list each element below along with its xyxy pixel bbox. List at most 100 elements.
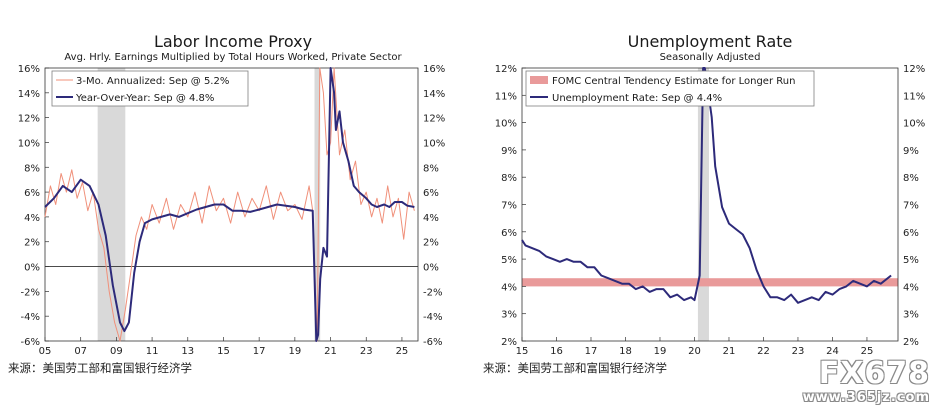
x-tick: 15 [217, 346, 230, 357]
x-tick: 25 [396, 346, 409, 357]
x-tick: 17 [585, 346, 598, 357]
y-tick-left: 4% [501, 282, 517, 293]
y-tick-left: 8% [501, 173, 517, 184]
legend: FOMC Central Tendency Estimate for Longe… [525, 70, 815, 107]
y-tick-left: 7% [501, 201, 517, 212]
y-tick-left: -6% [21, 337, 40, 348]
y-tick-right: 4% [423, 213, 439, 224]
legend-label-yoy: Year-Over-Year: Sep @ 4.8% [75, 93, 214, 104]
series-unemployment-line [521, 67, 892, 304]
y-tick-left: 3% [501, 310, 517, 321]
y-tick-right: 11% [903, 91, 925, 102]
y-tick-left: 11% [495, 91, 517, 102]
series-3mo-annualized-line [44, 67, 415, 342]
y-tick-left: 14% [18, 89, 40, 100]
tick-labels: 12% 11% 10% 9% 8% 7% 6% 5% 4% 3% 2% 12% 11% 10% 9% 8% 7%… [495, 64, 925, 357]
x-tick: 21 [723, 346, 736, 357]
y-tick-right: 3% [903, 310, 919, 321]
y-tick-right: -2% [423, 287, 442, 298]
y-tick-left: 10% [495, 119, 517, 130]
x-tick: 20 [688, 346, 701, 357]
legend-swatch-fomc [530, 76, 548, 84]
x-tick: 24 [826, 346, 839, 357]
y-tick-right: 2% [423, 238, 439, 249]
x-tick: 07 [74, 346, 87, 357]
x-tick: 25 [861, 346, 874, 357]
x-tick: 21 [324, 346, 337, 357]
recession-bar-1 [314, 68, 321, 341]
source-note: 来源：美国劳工部和富国银行经济学 [8, 361, 192, 375]
recession-shading [97, 68, 321, 341]
y-tick-right: 12% [903, 64, 925, 75]
x-tick: 19 [654, 346, 667, 357]
unemployment-rate-chart: Unemployment Rate Seasonally Adjusted 12… [495, 32, 925, 357]
axes [521, 67, 899, 342]
y-tick-left: 0% [24, 263, 40, 274]
x-tick: 23 [792, 346, 805, 357]
fomc-band-rect [522, 278, 898, 287]
y-tick-left: 12% [495, 64, 517, 75]
y-tick-right: -6% [423, 337, 442, 348]
legend-label-unemployment: Unemployment Rate: Sep @ 4.4% [552, 93, 722, 104]
recession-bar-0 [97, 68, 126, 341]
watermark-brand: FX678 [818, 356, 930, 391]
chart-title: Labor Income Proxy [154, 32, 312, 51]
y-tick-left: -4% [21, 312, 40, 323]
y-tick-left: 2% [24, 238, 40, 249]
tick-labels: 16% 14% 12% 10% 8% 6% 4% 2% 0% -2% -4% -6% 16% 14% 12%… [18, 64, 445, 357]
y-tick-right: -4% [423, 312, 442, 323]
x-tick: 15 [516, 346, 529, 357]
source-note: 来源：美国劳工部和富国银行经济学 [483, 361, 667, 375]
y-tick-right: 14% [423, 89, 445, 100]
y-tick-right: 6% [423, 188, 439, 199]
axes [44, 67, 419, 342]
y-tick-right: 8% [903, 173, 919, 184]
y-tick-left: 16% [18, 64, 40, 75]
recession-shading [697, 68, 709, 341]
series-lines [521, 67, 892, 304]
y-tick-left: 2% [501, 337, 517, 348]
watermark-url: www.365jz.com [802, 390, 930, 405]
y-tick-right: 10% [423, 138, 445, 149]
y-tick-right: 8% [423, 163, 439, 174]
fomc-band [522, 278, 898, 287]
y-tick-right: 9% [903, 146, 919, 157]
recession-bar-0 [697, 68, 709, 341]
x-tick: 19 [288, 346, 301, 357]
chart-subtitle: Seasonally Adjusted [660, 52, 761, 63]
chart-title: Unemployment Rate [628, 32, 793, 51]
y-tick-right: 10% [903, 119, 925, 130]
y-tick-right: 2% [903, 337, 919, 348]
y-tick-right: 0% [423, 263, 439, 274]
y-tick-right: 4% [903, 282, 919, 293]
watermark: FX678 www.365jz.com [802, 356, 930, 406]
y-tick-left: 4% [24, 213, 40, 224]
x-tick: 17 [253, 346, 266, 357]
series-yoy-line [44, 67, 415, 342]
x-tick: 16 [550, 346, 563, 357]
chart-subtitle: Avg. Hrly. Earnings Multiplied by Total … [64, 52, 402, 63]
y-tick-left: -2% [21, 287, 40, 298]
x-tick: 11 [146, 346, 159, 357]
legend: 3-Mo. Annualized: Sep @ 5.2% Year-Over-Y… [51, 70, 249, 107]
plot-frame [44, 67, 419, 342]
y-tick-right: 5% [903, 255, 919, 266]
labor-income-chart: Labor Income Proxy Avg. Hrly. Earnings M… [18, 32, 445, 357]
y-tick-right: 6% [903, 228, 919, 239]
y-tick-left: 10% [18, 138, 40, 149]
y-tick-right: 12% [423, 114, 445, 125]
x-tick: 05 [39, 346, 52, 357]
y-tick-left: 6% [24, 188, 40, 199]
x-tick: 22 [757, 346, 770, 357]
legend-label-annualized: 3-Mo. Annualized: Sep @ 5.2% [76, 76, 229, 87]
y-tick-left: 6% [501, 228, 517, 239]
y-tick-left: 5% [501, 255, 517, 266]
legend-box [51, 70, 249, 107]
y-tick-right: 7% [903, 201, 919, 212]
legend-box [525, 70, 815, 107]
y-tick-right: 16% [423, 64, 445, 75]
x-tick: 18 [619, 346, 632, 357]
x-tick: 09 [110, 346, 123, 357]
y-tick-left: 12% [18, 114, 40, 125]
x-tick: 23 [360, 346, 373, 357]
